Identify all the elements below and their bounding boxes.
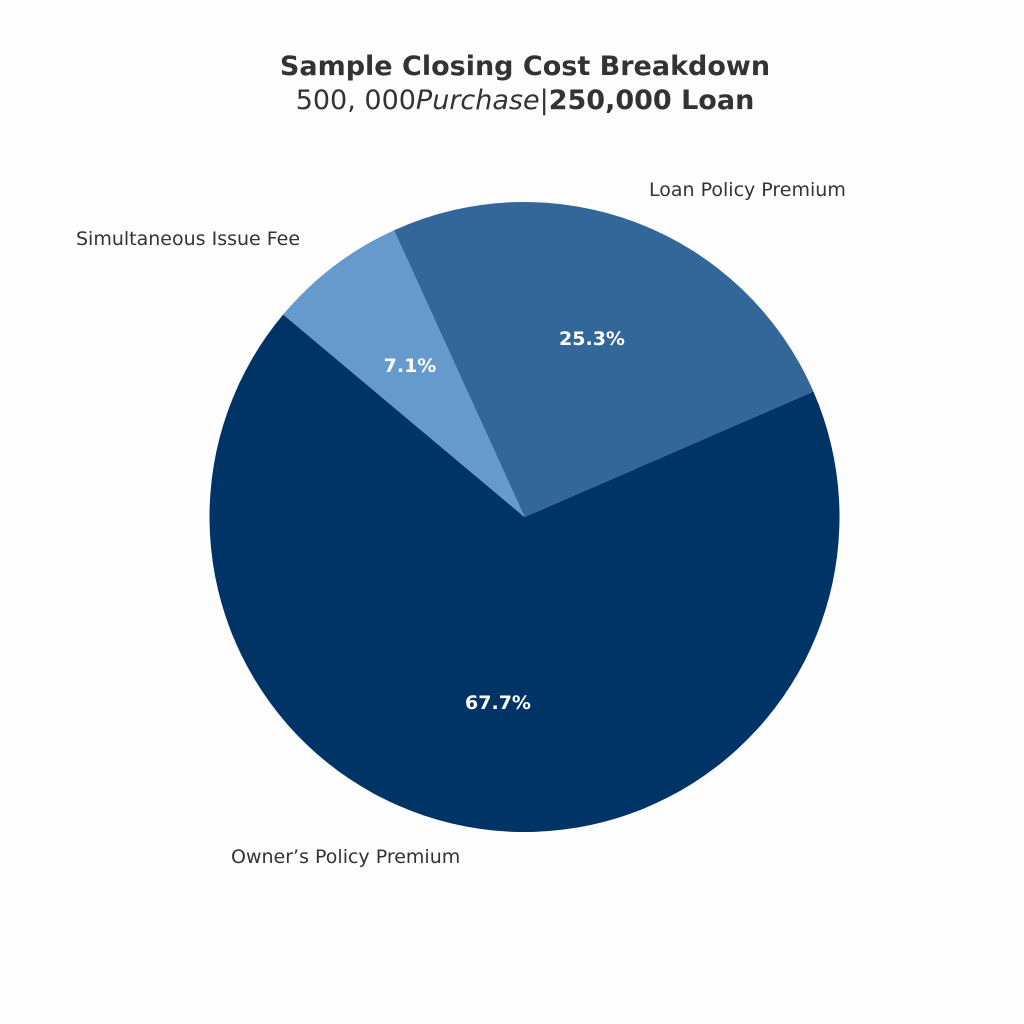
chart-subtitle: 500, 000Purchase|250,000 Loan [0, 84, 1024, 118]
subtitle-purchase-amount: 500, 000 [295, 85, 416, 116]
subtitle-loan-amount: 250,000 Loan [548, 85, 755, 116]
chart-title: Sample Closing Cost Breakdown [279, 51, 771, 82]
pct-simultaneous-issue: 7.1% [383, 355, 437, 377]
wedge-loan-policy [394, 201, 814, 517]
subtitle-purchase-word: Purchase [415, 85, 540, 116]
wedge-simultaneous-issue [283, 230, 525, 517]
label-loan-policy: Loan Policy Premium [649, 179, 846, 201]
subtitle-separator: | [539, 85, 549, 116]
label-simultaneous-issue: Simultaneous Issue Fee [76, 228, 301, 250]
label-owners-policy: Owner’s Policy Premium [231, 846, 461, 868]
pct-loan-policy: 25.3% [559, 328, 625, 350]
pct-owners-policy: 67.7% [465, 692, 531, 714]
wedge-owners-policy [209, 314, 840, 832]
